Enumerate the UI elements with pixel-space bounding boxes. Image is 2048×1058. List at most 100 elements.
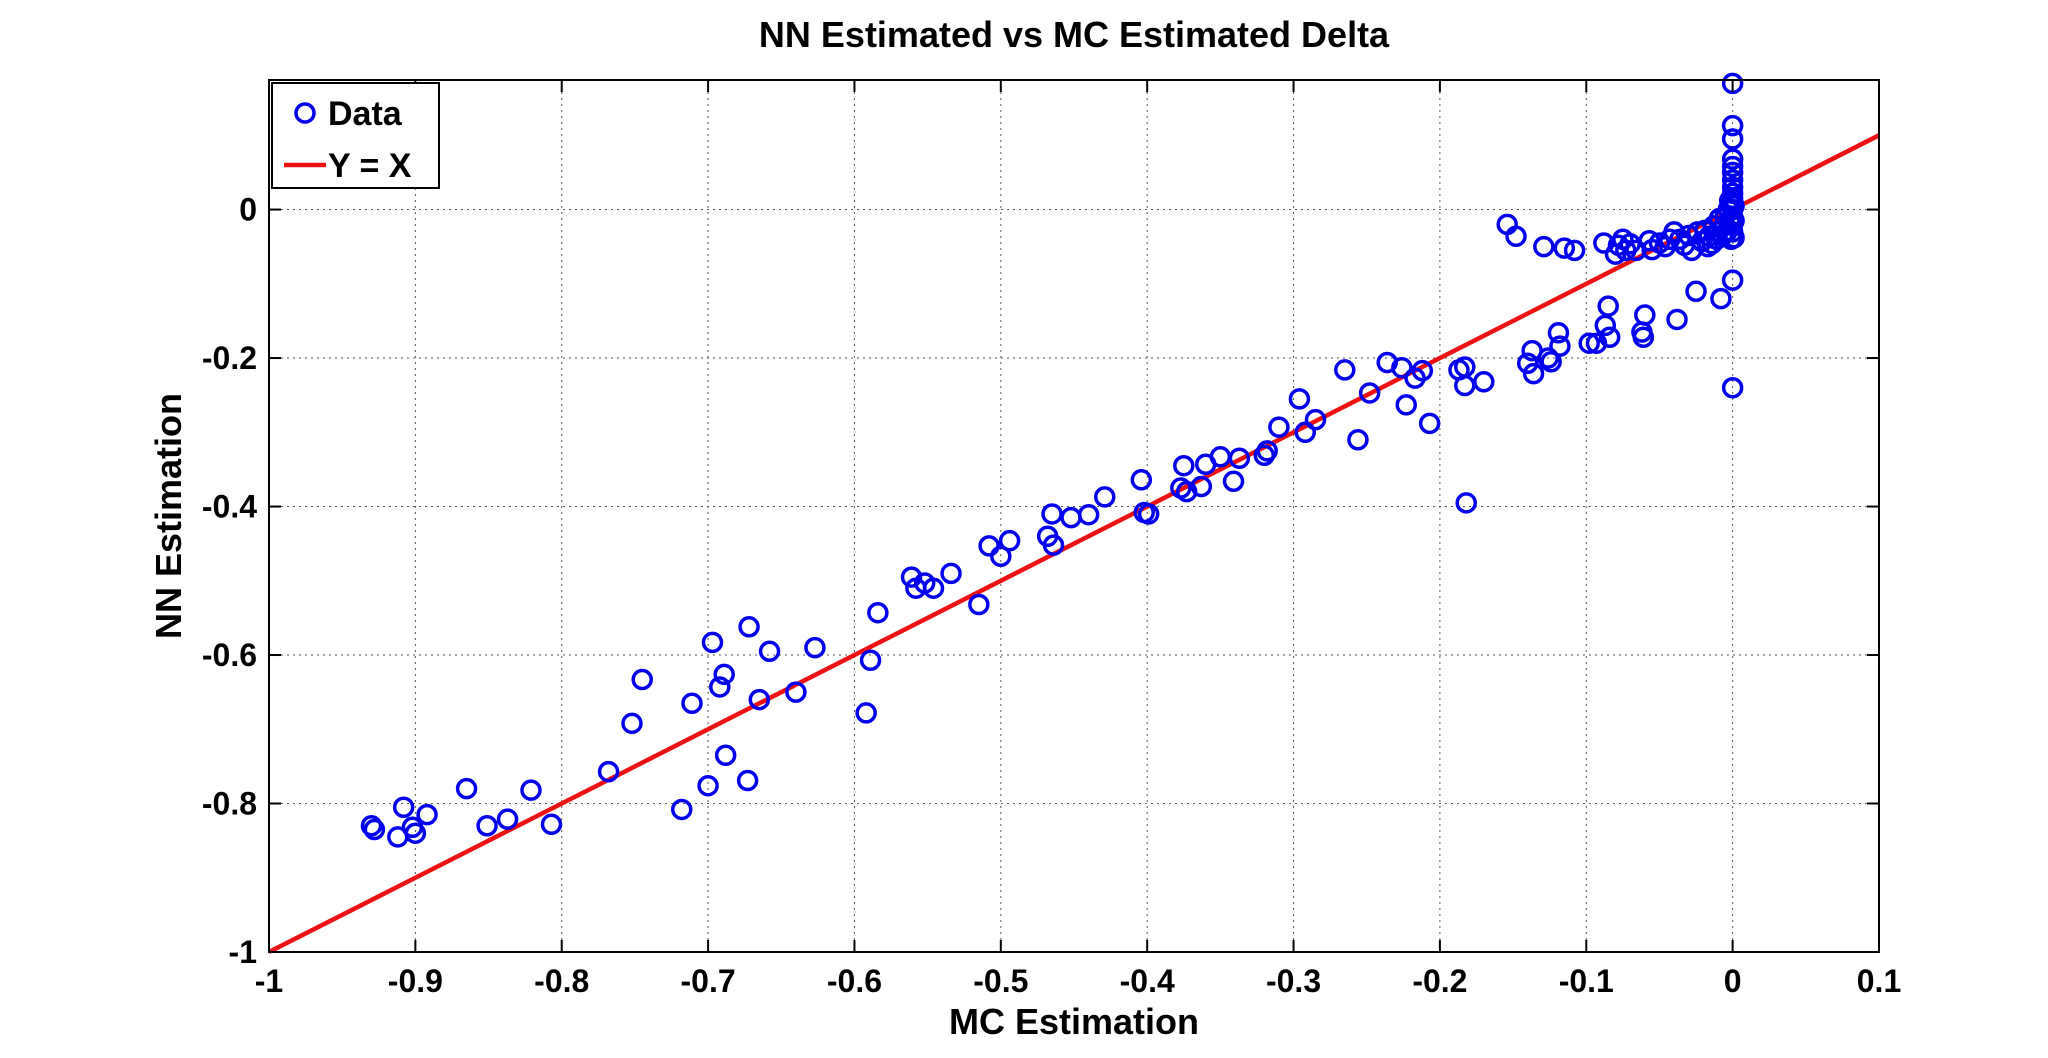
x-tick-label: -1 (255, 963, 283, 999)
data-point (1391, 356, 1413, 379)
data-point (597, 760, 620, 783)
x-axis-label: MC Estimation (949, 1001, 1199, 1042)
data-point (1256, 440, 1278, 462)
data-point (363, 818, 386, 841)
plot-frame (268, 79, 1880, 953)
x-tick-label: -0.2 (1412, 963, 1467, 999)
x-tick-label: -0.3 (1266, 963, 1321, 999)
data-point (1516, 352, 1539, 374)
data-point (1598, 326, 1621, 349)
axis-ticks: -1 -0.9 -0.8 -0.7 -0.6 -0.5 -0.4 -0.3 -0.2 -0.1 0 0… (202, 80, 1901, 999)
data-point (1268, 416, 1290, 438)
data-point (1632, 326, 1655, 349)
y-tick-label: 0 (239, 192, 257, 228)
legend-label-line: Y = X (328, 147, 412, 185)
data-point (990, 545, 1012, 568)
legend: Data Y = X (271, 82, 440, 189)
data-point (360, 815, 383, 837)
data-point (1685, 280, 1707, 302)
data-point (1721, 72, 1744, 95)
data-point (1578, 332, 1600, 354)
grid (269, 80, 1879, 952)
x-tick-label: -0.9 (388, 963, 443, 999)
data-point (1334, 359, 1356, 381)
data-point (1522, 362, 1545, 385)
data-point (1130, 469, 1153, 491)
data-point (804, 636, 826, 659)
data-point (1666, 308, 1688, 331)
data-point (1723, 227, 1745, 249)
x-tick-label: -0.7 (681, 963, 736, 999)
data-point (1585, 332, 1608, 354)
data-point (1190, 475, 1213, 498)
data-point (1173, 454, 1195, 477)
data-point (1042, 534, 1065, 556)
legend-box (271, 82, 440, 189)
data-point (709, 676, 731, 698)
legend-marker-data (294, 102, 316, 124)
data-point (1721, 128, 1744, 150)
data-point (922, 577, 945, 599)
data-point (1721, 269, 1744, 291)
data-point (785, 681, 807, 703)
data-point (455, 777, 478, 800)
x-tick-label: -0.1 (1559, 963, 1614, 999)
data-point (714, 744, 737, 767)
reference-line-layer (267, 133, 1881, 955)
data-point (1411, 359, 1434, 382)
data-point (681, 692, 703, 715)
data-point (392, 796, 415, 818)
data-point (855, 702, 877, 724)
data-point (859, 649, 882, 671)
data-point (1634, 304, 1656, 326)
data-point (1549, 335, 1571, 357)
data-point (1228, 447, 1251, 470)
data-point (736, 769, 759, 792)
data-point (1723, 195, 1745, 217)
data-point (1304, 408, 1327, 431)
data-point (540, 813, 563, 836)
data-points (360, 72, 1745, 848)
data-point (1721, 114, 1744, 137)
data-point (1537, 347, 1559, 369)
data-point (1418, 412, 1441, 435)
data-point (1505, 225, 1527, 248)
data-point (1533, 235, 1555, 258)
data-point (1077, 503, 1100, 526)
data-point (1710, 287, 1732, 310)
data-point (670, 798, 693, 821)
data-point (1455, 492, 1478, 514)
data-point (748, 688, 771, 711)
data-point (1288, 388, 1311, 410)
data-point (900, 566, 923, 588)
data-point (713, 663, 735, 686)
x-tick-label: -0.8 (534, 963, 589, 999)
data-point (1358, 382, 1381, 404)
x-tick-label: -0.5 (973, 963, 1028, 999)
data-point (1721, 148, 1744, 170)
data-point (1093, 486, 1116, 508)
data-point (1294, 421, 1317, 444)
data-point (758, 640, 781, 663)
data-point (496, 808, 519, 830)
legend-label-data: Data (328, 95, 403, 133)
data-point (520, 779, 542, 801)
x-tick-label: 0 (1724, 963, 1742, 999)
data-point (697, 774, 719, 797)
data-point (1721, 161, 1744, 184)
data-point (1721, 155, 1744, 178)
data-point (631, 668, 653, 691)
y-tick-label: -0.4 (202, 489, 257, 525)
data-point (1395, 394, 1417, 416)
x-tick-label: 0.1 (1857, 963, 1901, 999)
data-point (1563, 239, 1586, 262)
data-point (1137, 503, 1160, 525)
data-point (1553, 237, 1576, 259)
y-tick-label: -0.6 (202, 637, 257, 673)
data-point (701, 631, 724, 654)
chart-title: NN Estimated vs MC Estimated Delta (759, 14, 1390, 55)
data-point (416, 803, 438, 826)
reference-line-y-equals-x (267, 133, 1881, 955)
y-tick-label: -1 (229, 934, 257, 970)
